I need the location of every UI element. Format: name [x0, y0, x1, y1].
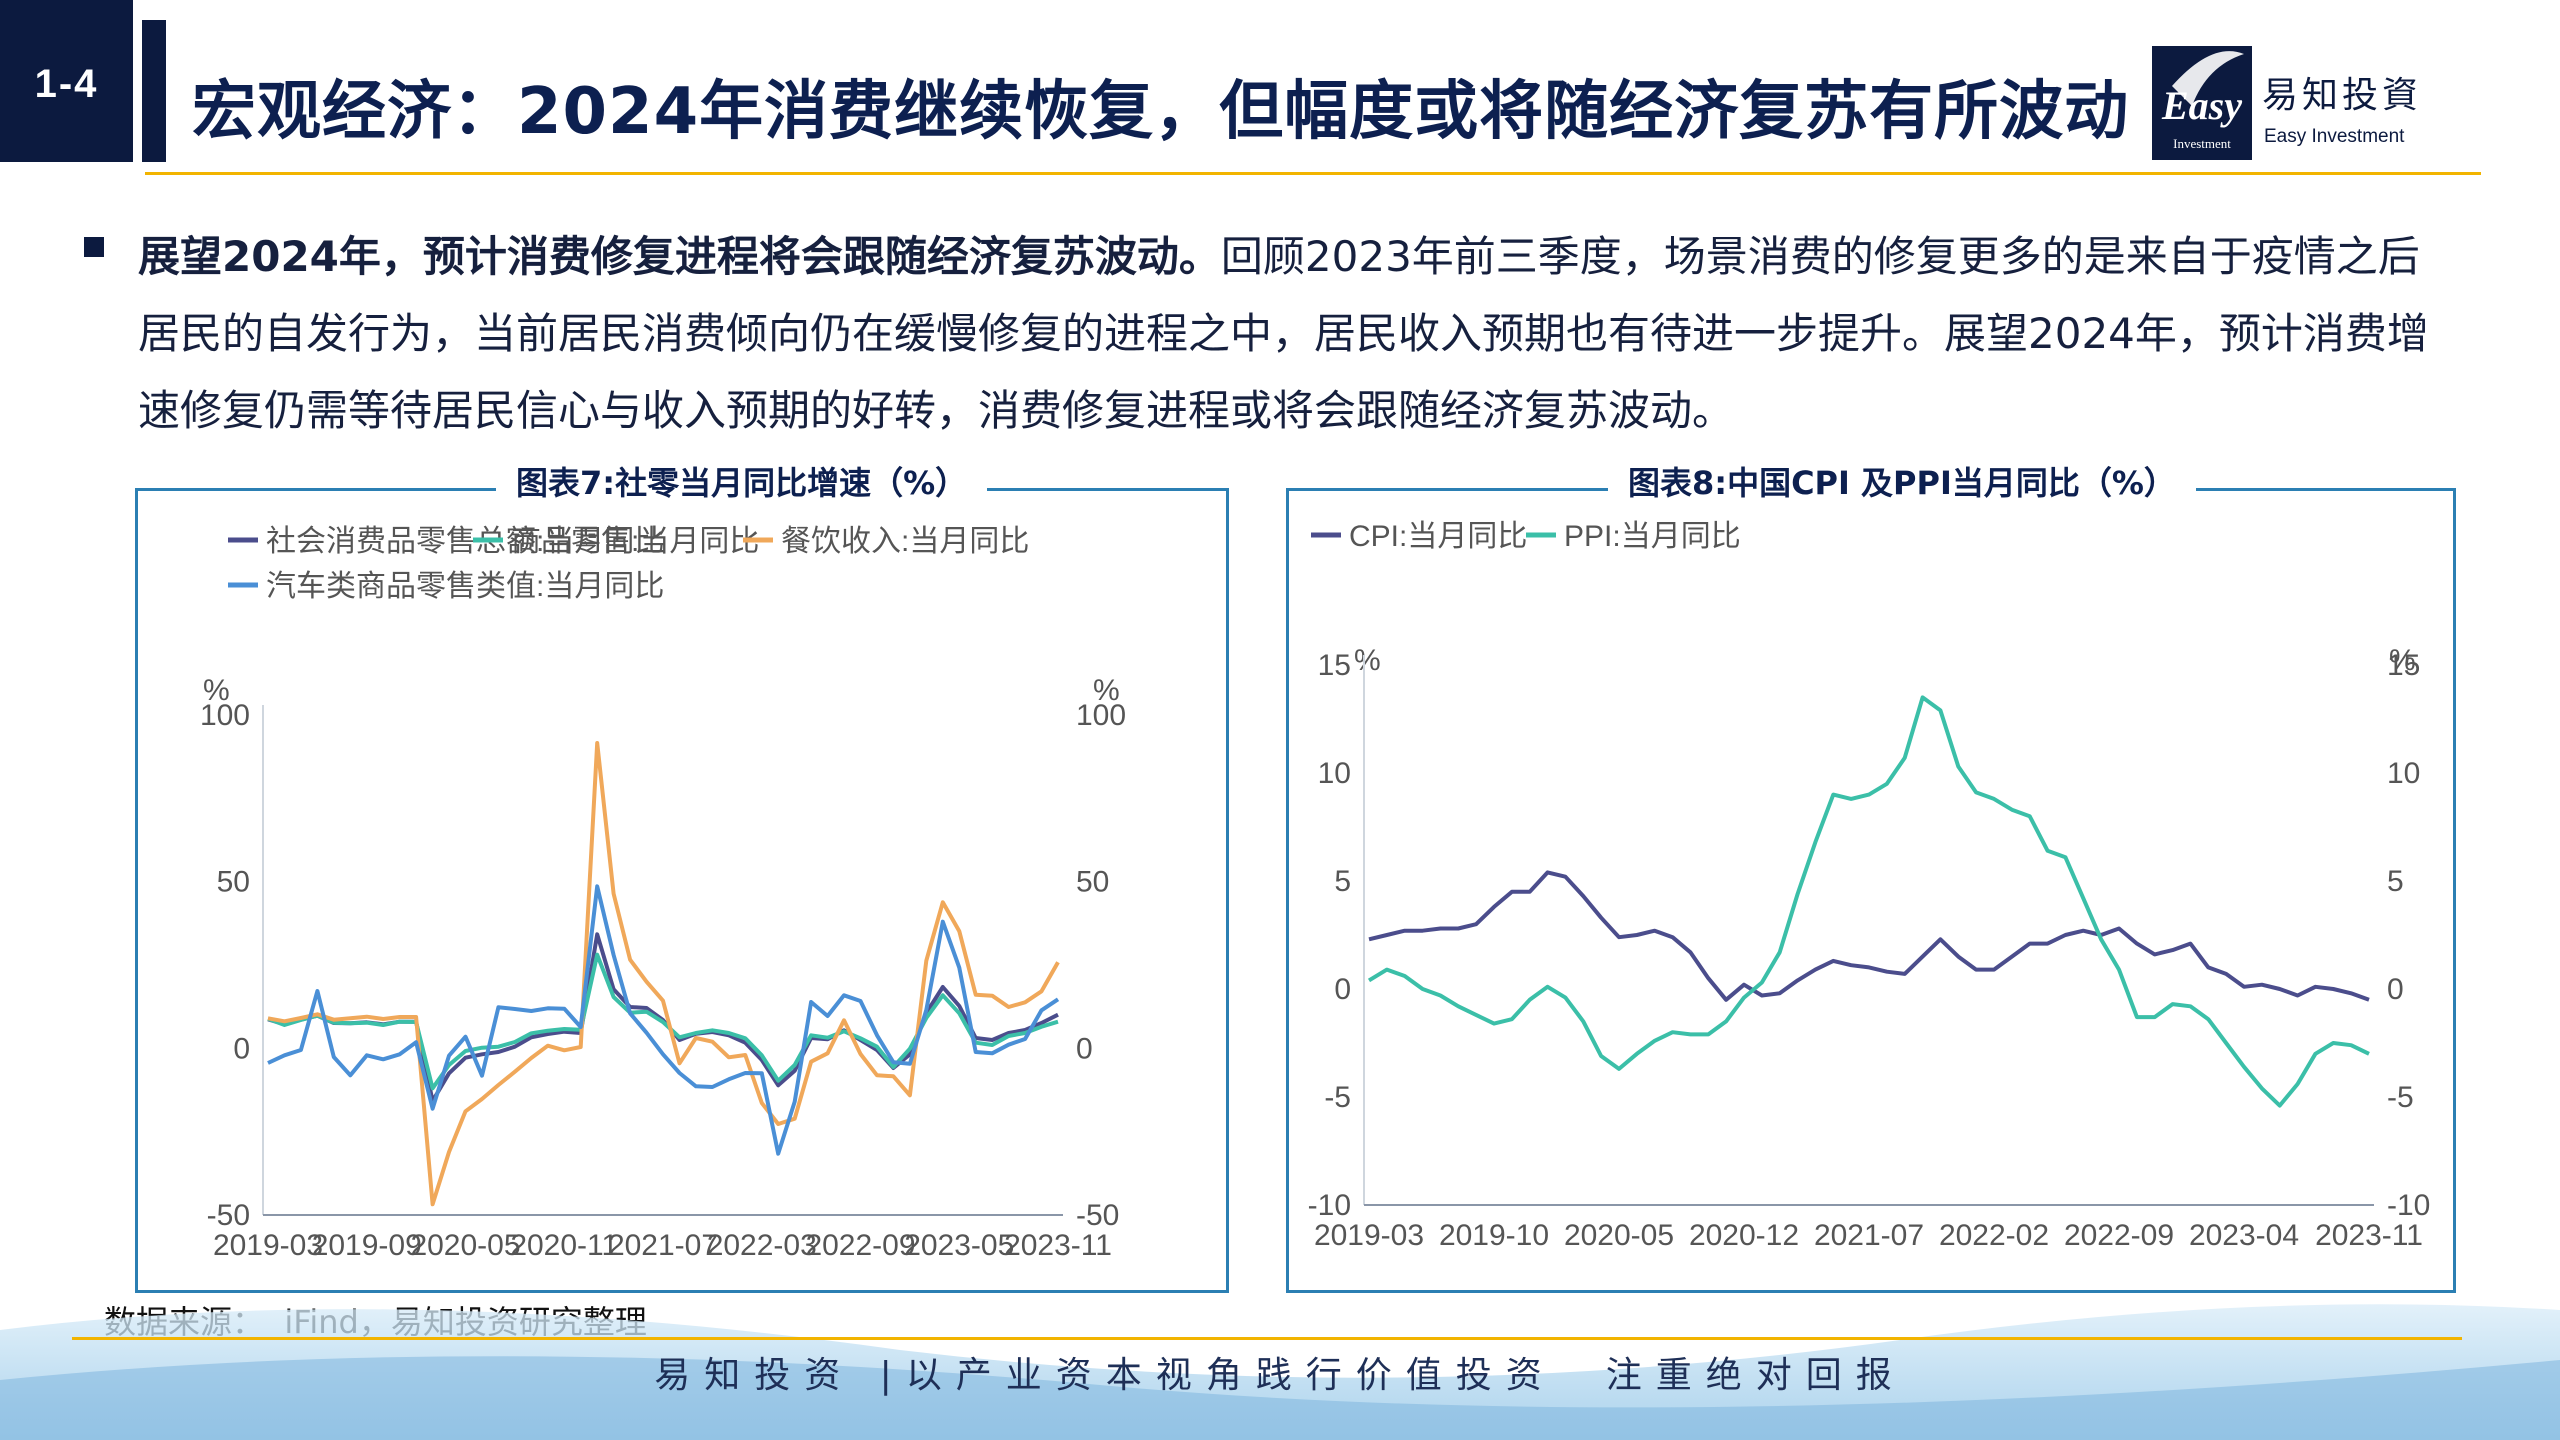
page-title: 宏观经济：2024年消费继续恢复，但幅度或将随经济复苏有所波动	[192, 75, 2130, 149]
y-tick-left-1-0: -10	[1308, 1189, 1351, 1222]
y-tick-right-1-0: -10	[2387, 1189, 2430, 1222]
legend-label-1-1: PPI:当月同比	[1564, 520, 1741, 553]
x-tick-1-0: 2019-03	[1314, 1219, 1424, 1252]
x-tick-0-1: 2019-09	[312, 1229, 422, 1262]
y-tick-right-0-2: 50	[1076, 866, 1109, 899]
x-tick-1-3: 2020-12	[1689, 1219, 1799, 1252]
x-tick-1-4: 2021-07	[1814, 1219, 1924, 1252]
y-tick-right-1-5: 15	[2387, 649, 2420, 682]
y-tick-left-1-2: 0	[1334, 973, 1351, 1006]
y-tick-left-1-3: 5	[1334, 865, 1351, 898]
footer-slogan: 易知投资 |以产业资本视角践行价值投资 注重绝对回报	[654, 1355, 1906, 1396]
x-tick-1-2: 2020-05	[1564, 1219, 1674, 1252]
x-tick-1-5: 2022-02	[1939, 1219, 2049, 1252]
summary-body: 回顾2023年前三季度，场景消费的修复更多的是来自于疫情之后居民的自发行为，当前…	[138, 232, 2429, 435]
legend-label-0-2: 餐饮收入:当月同比	[781, 525, 1029, 558]
y-tick-left-0-2: 50	[217, 866, 250, 899]
y-tick-left-0-1: 0	[233, 1032, 250, 1065]
bullet-square-icon	[84, 237, 104, 257]
x-tick-0-6: 2022-09	[805, 1229, 915, 1262]
x-tick-0-7: 2023-05	[904, 1229, 1014, 1262]
x-tick-0-3: 2020-11	[510, 1229, 618, 1262]
y-tick-left-0-0: -50	[207, 1199, 250, 1232]
y-tick-left-1-1: -5	[1324, 1081, 1351, 1114]
y-tick-left-0-3: 100	[200, 699, 250, 732]
x-tick-1-8: 2023-11	[2315, 1219, 2423, 1252]
logo-chinese-name: 易知投資	[2262, 75, 2423, 116]
section-number: 1-4	[34, 62, 99, 106]
x-tick-1-1: 2019-10	[1439, 1219, 1549, 1252]
legend-label-0-1: 商品零售:当月同比	[511, 525, 759, 558]
series-line-0-1	[267, 952, 1059, 1091]
y-unit-right-0: %	[1093, 674, 1120, 707]
section-number-block	[0, 0, 133, 162]
y-unit-left-1: %	[1354, 644, 1381, 677]
y-tick-left-1-4: 10	[1318, 757, 1351, 790]
series-line-0-2	[267, 741, 1060, 1207]
series-line-1-0	[1368, 870, 2370, 1002]
series-line-1-1	[1367, 695, 2370, 1108]
y-tick-right-1-1: -5	[2387, 1081, 2414, 1114]
legend-label-0-3: 汽车类商品零售类值:当月同比	[266, 570, 664, 603]
y-tick-right-1-2: 0	[2387, 973, 2404, 1006]
cpi-ppi-chart: CPI:当月同比 PPI:当月同比% % -10 -10 -5 -5 0 0 5 5 10 10 15 15…	[1308, 520, 2431, 1252]
x-tick-0-4: 2021-07	[608, 1229, 718, 1262]
company-logo: Easy Investment	[2152, 46, 2252, 160]
logo-mark-text: Easy	[2162, 83, 2242, 128]
y-tick-right-1-4: 10	[2387, 757, 2420, 790]
summary-paragraph: 展望2024年，预计消费修复进程将会跟随经济复苏波动。回顾2023年前三季度，场…	[138, 218, 2458, 449]
x-tick-0-8: 2023-11	[1004, 1229, 1112, 1262]
x-tick-1-6: 2022-09	[2064, 1219, 2174, 1252]
legend-label-0-0: 社会消费品零售总额:当月同比	[266, 525, 664, 558]
chart-title-cpi-ppi: 图表8:中国CPI 及PPI当月同比（%）	[1608, 458, 2196, 504]
x-tick-0-2: 2020-05	[410, 1229, 520, 1262]
header-accent-bar	[142, 20, 166, 162]
y-unit-left-0: %	[203, 674, 230, 707]
logo-swoosh-icon	[2172, 51, 2244, 106]
y-unit-right-1: %	[2389, 644, 2416, 677]
series-line-0-3	[267, 884, 1060, 1156]
header-divider	[145, 172, 2481, 175]
y-tick-right-0-0: -50	[1076, 1199, 1119, 1232]
x-tick-0-0: 2019-03	[213, 1229, 323, 1262]
y-tick-right-0-3: 100	[1076, 699, 1126, 732]
footer-divider	[72, 1337, 2462, 1340]
y-tick-right-0-1: 0	[1076, 1032, 1093, 1065]
logo-english-name: Easy Investment	[2264, 126, 2405, 147]
chart-title-retail: 图表7:社零当月同比增速（%）	[496, 458, 988, 504]
x-tick-1-7: 2023-04	[2189, 1219, 2299, 1252]
logo-mark-subtext: Investment	[2173, 136, 2231, 151]
y-tick-left-1-5: 15	[1318, 649, 1351, 682]
x-tick-0-5: 2022-03	[707, 1229, 817, 1262]
summary-lead: 展望2024年，预计消费修复进程将会跟随经济复苏波动。	[138, 232, 1221, 281]
legend-label-1-0: CPI:当月同比	[1349, 520, 1527, 553]
y-tick-right-1-3: 5	[2387, 865, 2404, 898]
